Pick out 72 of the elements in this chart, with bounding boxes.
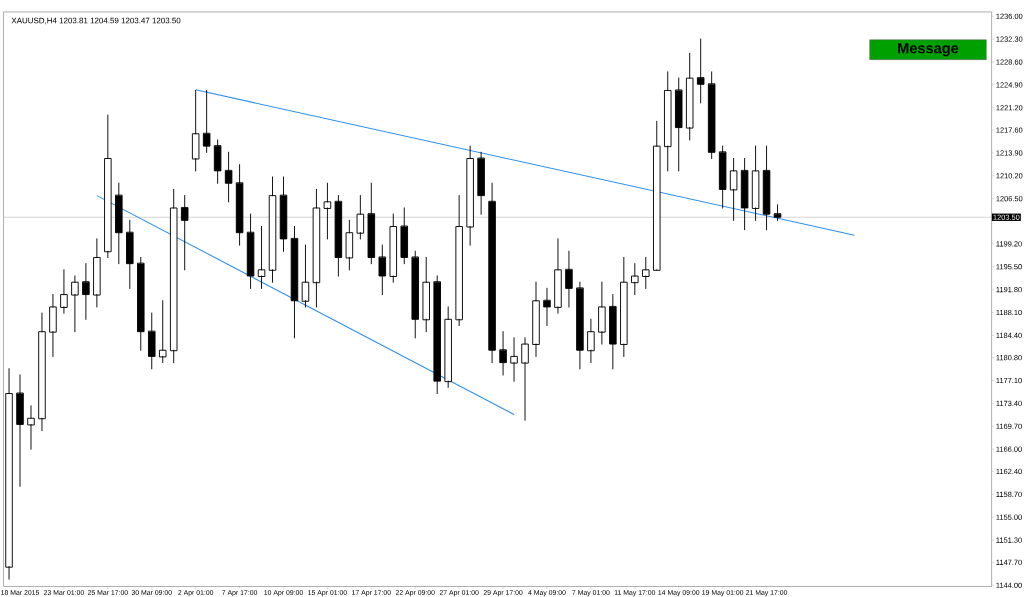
candlestick: [740, 158, 749, 231]
candlestick: [663, 71, 672, 172]
candlestick: [554, 238, 562, 314]
candlestick: [180, 195, 189, 271]
candlestick: [543, 287, 551, 326]
candlestick: [521, 337, 529, 421]
candlestick: [290, 226, 299, 339]
candlestick: [158, 300, 167, 364]
candlestick: [137, 257, 145, 351]
candlestick: [510, 337, 518, 382]
candlestick: [718, 145, 727, 209]
candlestick: [126, 219, 134, 289]
candlestick: [685, 52, 694, 141]
candlestick: [257, 226, 266, 289]
candlestick: [93, 238, 101, 308]
candlestick: [82, 263, 90, 320]
candlestick: [323, 182, 332, 240]
candlestick: [532, 281, 540, 357]
candlestick: [224, 151, 233, 203]
candlestick: [477, 151, 485, 215]
candlestick: [191, 90, 200, 172]
candlestick: [71, 275, 79, 333]
candlestick: [642, 257, 650, 289]
candlestick: [279, 176, 288, 252]
candlestick: [235, 164, 244, 246]
candlestick: [356, 195, 365, 240]
candlestick: [16, 374, 24, 487]
candlestick: [268, 176, 277, 283]
candlestick: [5, 368, 13, 580]
candlestick: [696, 38, 705, 104]
candlestick: [169, 188, 178, 364]
candlestick: [762, 145, 771, 231]
candlestick: [411, 250, 419, 339]
candlestick: [620, 257, 628, 357]
candlestick: [653, 120, 661, 271]
candlestick: [488, 182, 496, 364]
candlestick: [631, 263, 639, 296]
candlestick: [674, 77, 683, 172]
candlestick: [773, 204, 782, 221]
annotation: Message: [898, 43, 959, 57]
candlestick: [27, 405, 35, 450]
candlestick: [466, 145, 474, 246]
candlestick: [104, 114, 112, 258]
candlestick: [707, 71, 716, 159]
candlestick: [301, 244, 310, 308]
candlestick: [598, 281, 606, 345]
candlestick: [751, 145, 760, 221]
candlestick: [444, 306, 452, 388]
candlestick: [422, 257, 430, 333]
candlestick: [455, 195, 463, 326]
candlestick: [213, 139, 222, 184]
candlestick: [115, 182, 123, 265]
candlestick: [433, 275, 441, 395]
candlestick: [38, 312, 46, 432]
candlestick: [345, 219, 354, 271]
candlestick: [576, 281, 584, 370]
candlestick: [202, 90, 211, 153]
candlestick: [312, 188, 321, 308]
candlestick: [378, 244, 387, 296]
candlestick: [729, 158, 738, 221]
candlestick: [367, 182, 376, 265]
candlestick: [49, 294, 57, 357]
candlestick: [246, 213, 255, 289]
candlestick: [499, 331, 507, 376]
candlestick: [60, 269, 68, 314]
candlestick: [609, 294, 617, 370]
candlestick: [389, 213, 398, 283]
candlestick: [587, 318, 595, 364]
candlestick: [334, 195, 343, 277]
candlestick: [147, 312, 156, 370]
candlestick: [400, 207, 409, 265]
candlestick: [565, 250, 573, 308]
